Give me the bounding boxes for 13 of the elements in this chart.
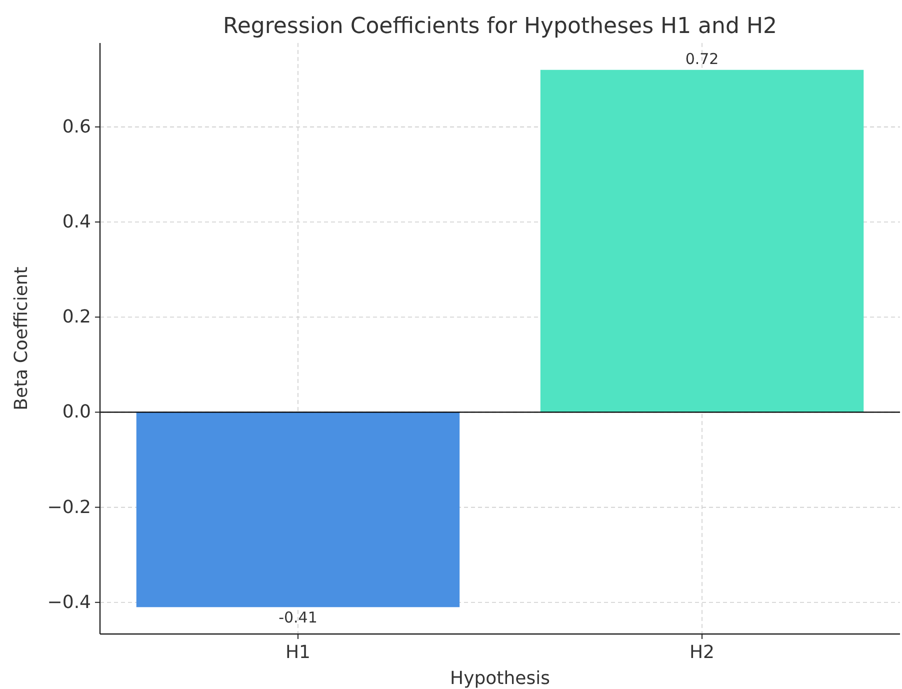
y-axis-title: Beta Coefficient (11, 266, 32, 410)
y-tick-label: 0.0 (62, 402, 91, 423)
x-tick-label: H1 (285, 642, 310, 663)
data-label: -0.41 (278, 608, 318, 626)
y-tick-label: 0.4 (62, 212, 91, 233)
y-tick-label: −0.2 (47, 496, 91, 518)
y-tick-label: 0.6 (62, 116, 91, 138)
x-tick-label: H2 (690, 642, 715, 663)
chart-title: Regression Coefficients for Hypotheses H1 and H2 (223, 14, 777, 39)
y-tick-label: −0.4 (47, 592, 91, 613)
y-tick-label: 0.2 (62, 306, 91, 328)
x-axis-title: Hypothesis (450, 668, 550, 689)
data-label: 0.72 (685, 50, 719, 68)
